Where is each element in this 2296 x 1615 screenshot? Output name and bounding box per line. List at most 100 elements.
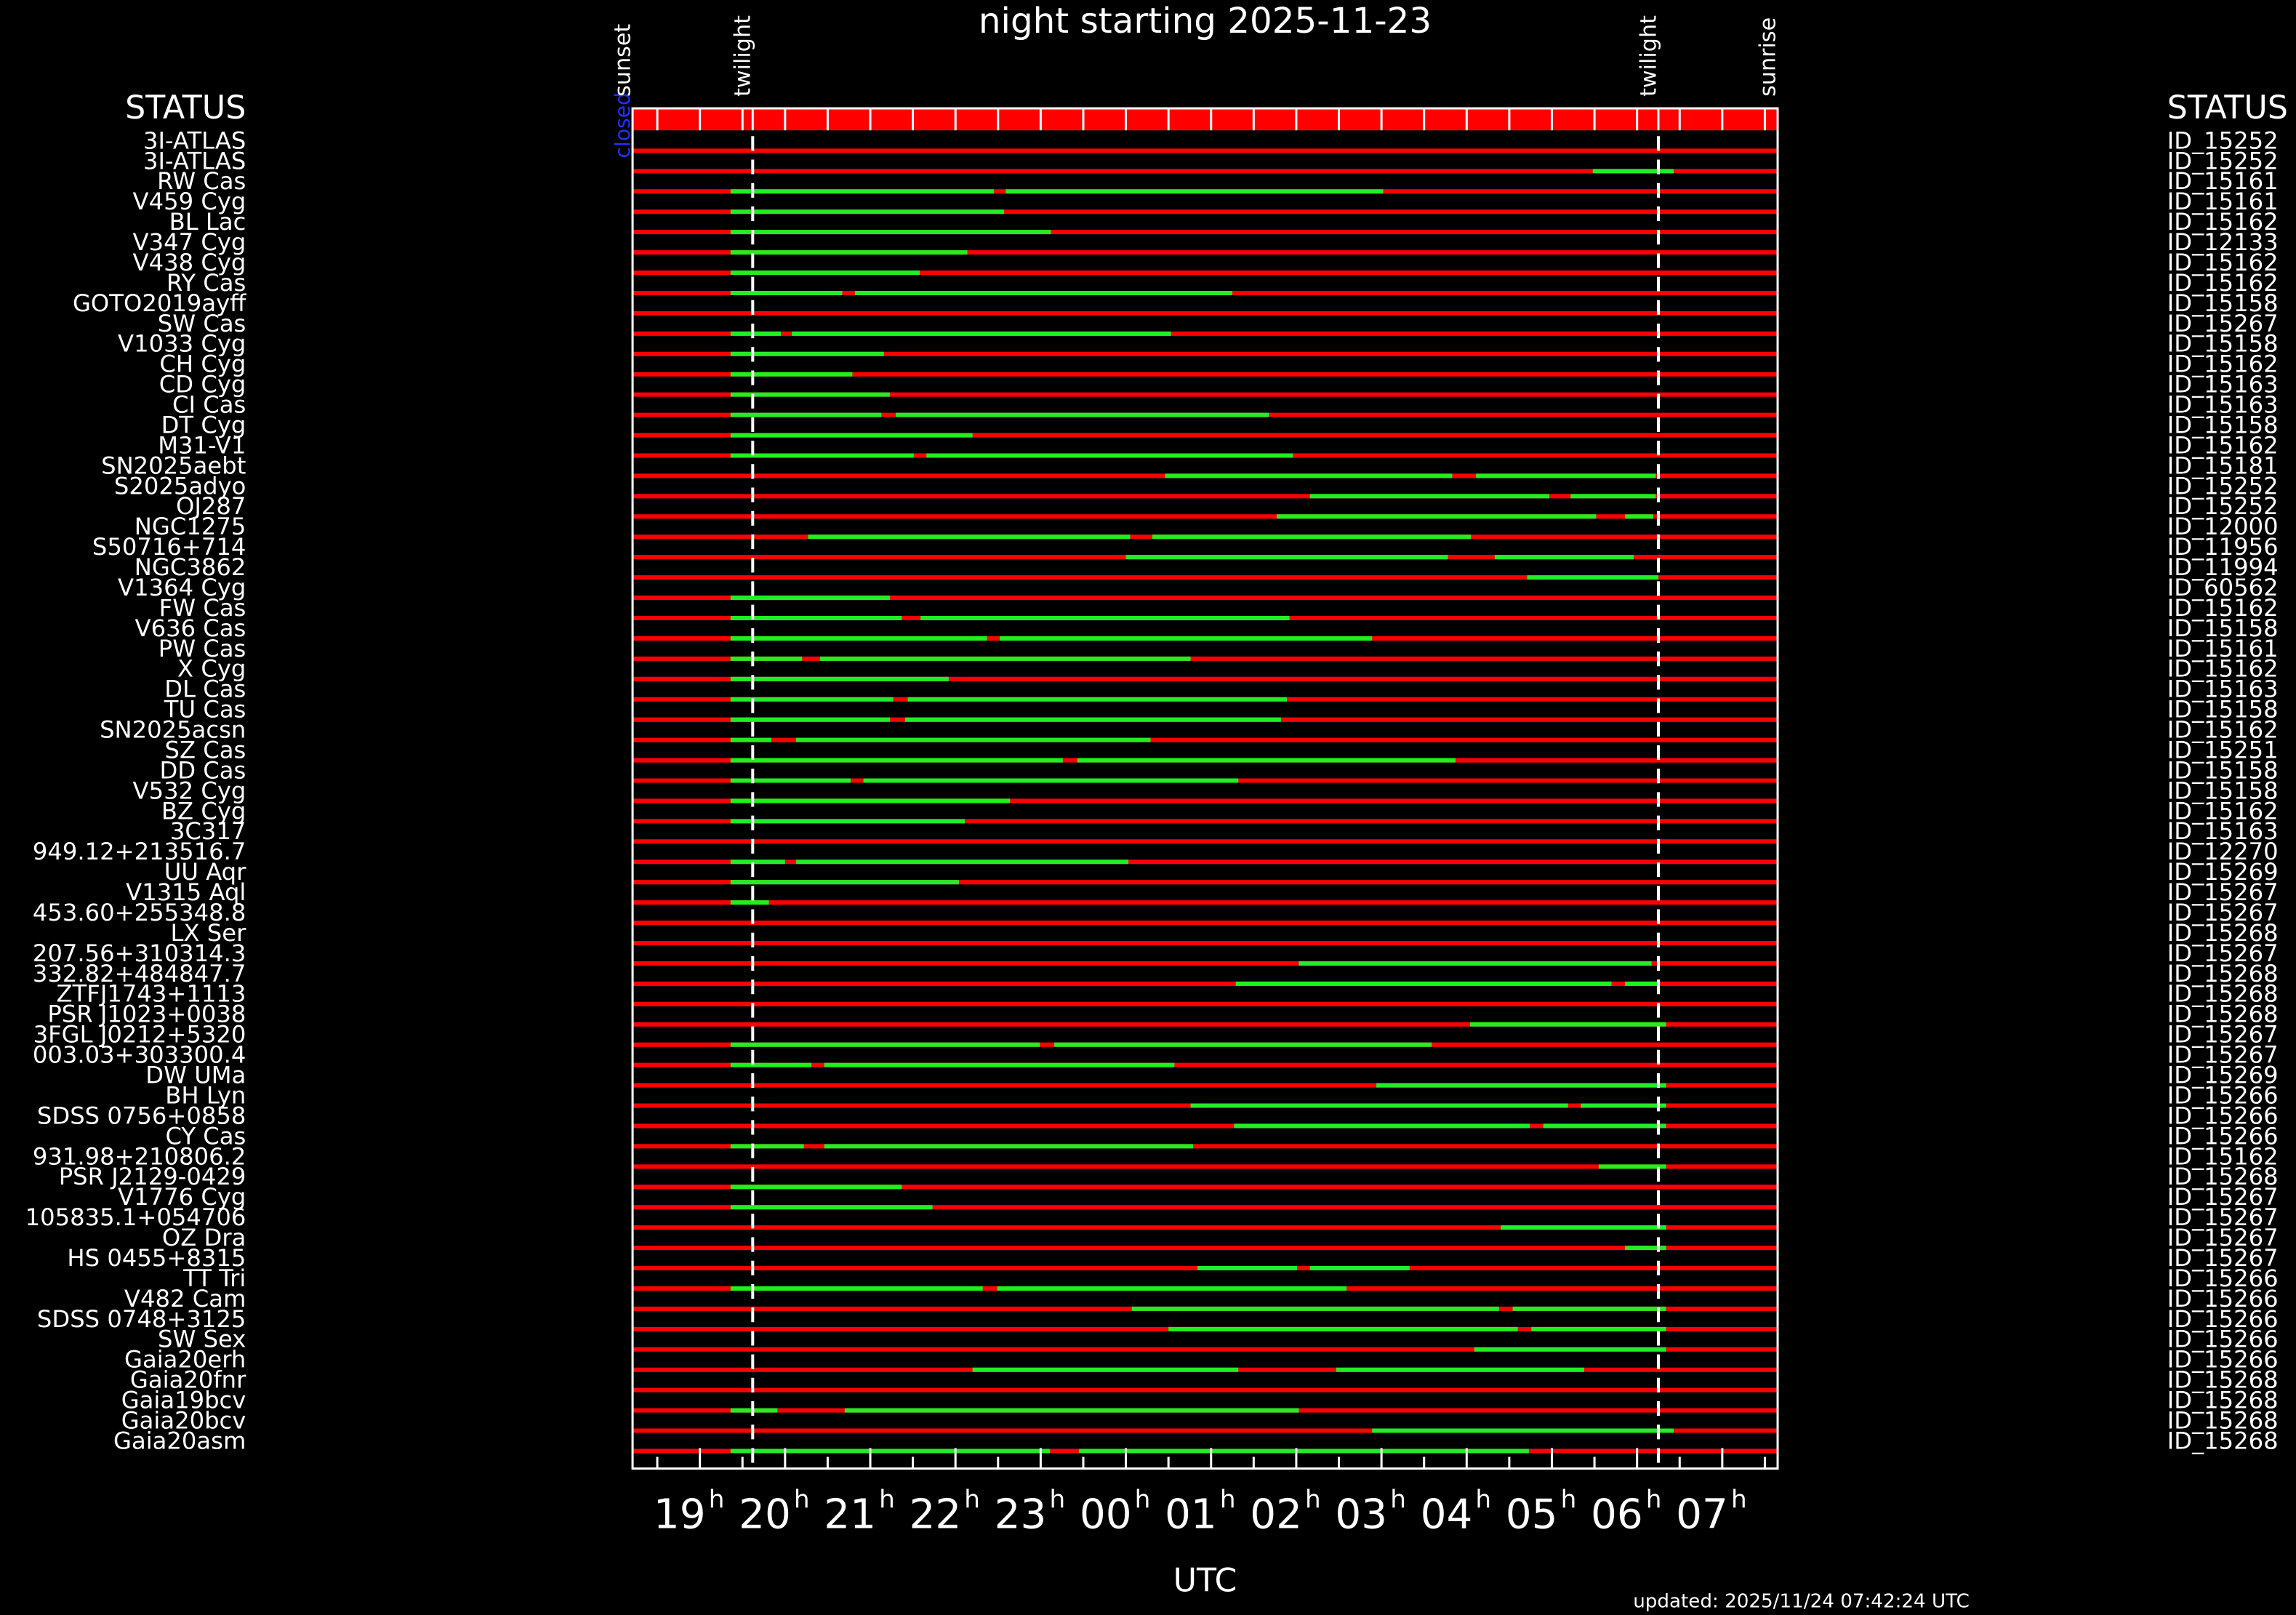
row-id: ID_15266	[2167, 1326, 2279, 1353]
row-id: ID_15251	[2167, 736, 2279, 764]
row-name: Gaia20fnr	[130, 1366, 246, 1394]
row-name: UU Aqr	[164, 858, 246, 886]
row-name: ZTFJ1743+1113	[57, 980, 246, 1008]
row-id: ID_15163	[2167, 817, 2279, 845]
x-tick-label: 22	[909, 1491, 961, 1539]
x-tick-unit: h	[1390, 1485, 1406, 1514]
row-id: ID_15267	[2167, 1021, 2279, 1049]
x-tick-label: 03	[1335, 1491, 1387, 1539]
row-name: Gaia20asm	[113, 1427, 246, 1454]
row-id: ID_15163	[2167, 371, 2279, 398]
row-name: V459 Cyg	[133, 188, 246, 215]
event-label: sunrise	[1755, 17, 1781, 97]
closed-label: closed	[611, 92, 635, 158]
row-id: ID_15269	[2167, 1062, 2279, 1089]
row-name: SW Cas	[158, 310, 246, 337]
event-label: twilight	[1636, 15, 1661, 97]
row-id: ID_15252	[2167, 127, 2279, 154]
x-tick-label: 23	[995, 1491, 1047, 1539]
chart-title: night starting 2025-11-23	[979, 1, 1432, 41]
row-id: ID_12000	[2167, 513, 2279, 540]
x-tick-label: 05	[1506, 1491, 1558, 1539]
row-name: DW UMa	[145, 1062, 246, 1089]
row-id: ID_15161	[2167, 167, 2279, 195]
row-id: ID_15266	[2167, 1122, 2279, 1150]
row-id: ID_15268	[2167, 980, 2279, 1008]
row-name: V532 Cyg	[133, 777, 246, 804]
row-id: ID_15158	[2167, 696, 2279, 724]
row-name: BZ Cyg	[161, 797, 246, 825]
row-id: ID_15266	[2167, 1265, 2279, 1292]
row-id: ID_15158	[2167, 330, 2279, 358]
row-name: CH Cyg	[159, 350, 246, 378]
row-id: ID_15266	[2167, 1102, 2279, 1129]
row-name: X Cyg	[177, 655, 246, 683]
row-name: V1776 Cyg	[118, 1183, 246, 1211]
row-name: PW Cas	[158, 635, 246, 662]
row-id: ID_15268	[2167, 1001, 2279, 1028]
row-name: Gaia20bcv	[121, 1406, 246, 1434]
row-id: ID_15266	[2167, 1285, 2279, 1313]
row-name: TT Tri	[182, 1265, 246, 1292]
row-id: ID_15162	[2167, 1142, 2279, 1170]
x-tick-label: 00	[1080, 1491, 1132, 1539]
row-name: 105835.1+054706	[25, 1203, 246, 1231]
row-name: 003.03+303300.4	[33, 1041, 246, 1069]
row-name: 207.56+310314.3	[33, 939, 246, 967]
row-id: ID_15267	[2167, 939, 2279, 967]
row-id: ID_11956	[2167, 533, 2279, 561]
row-id: ID_15266	[2167, 1081, 2279, 1109]
row-id: ID_15268	[2167, 1427, 2279, 1454]
row-id: ID_11994	[2167, 553, 2279, 581]
row-id: ID_15158	[2167, 756, 2279, 784]
x-tick-label: 04	[1421, 1491, 1473, 1539]
row-name: FW Cas	[159, 594, 246, 622]
row-name: SZ Cas	[165, 736, 246, 764]
row-id: ID_15252	[2167, 147, 2279, 175]
row-id: ID_15162	[2167, 594, 2279, 622]
row-name: BH Lyn	[165, 1081, 246, 1109]
row-name: PSR J1023+0038	[47, 1001, 246, 1028]
row-name: BL Lac	[169, 208, 246, 236]
row-id: ID_15267	[2167, 1244, 2279, 1272]
event-label: sunset	[610, 24, 635, 97]
row-name: LX Ser	[171, 919, 247, 947]
row-name: Gaia19bcv	[121, 1387, 246, 1414]
row-id: ID_15268	[2167, 919, 2279, 947]
row-id: ID_12270	[2167, 838, 2279, 865]
x-tick-unit: h	[879, 1485, 895, 1514]
row-name: S2025adyo	[114, 472, 246, 500]
row-id: ID_15267	[2167, 1041, 2279, 1069]
row-id: ID_15158	[2167, 289, 2279, 317]
x-tick-label: 01	[1165, 1491, 1217, 1539]
row-name: SDSS 0748+3125	[37, 1305, 246, 1333]
x-tick-label: 19	[654, 1491, 706, 1539]
row-id: ID_15161	[2167, 635, 2279, 662]
row-name: V636 Cas	[135, 614, 246, 642]
row-name: 453.60+255348.8	[33, 899, 246, 926]
row-name: 3C317	[170, 817, 246, 845]
row-name: CY Cas	[165, 1122, 246, 1150]
x-tick-unit: h	[1475, 1485, 1491, 1514]
row-name: HS 0455+8315	[67, 1244, 246, 1272]
x-tick-unit: h	[1049, 1485, 1065, 1514]
row-id: ID_15162	[2167, 208, 2279, 236]
row-id: ID_15163	[2167, 676, 2279, 703]
row-name: SN2025acsn	[100, 716, 246, 744]
row-id: ID_15162	[2167, 716, 2279, 744]
row-id: ID_15268	[2167, 1163, 2279, 1190]
row-id: ID_15162	[2167, 797, 2279, 825]
x-tick-unit: h	[1646, 1485, 1662, 1514]
row-name: 3I-ATLAS	[143, 127, 246, 154]
status-header: STATUS	[2167, 89, 2288, 127]
row-id: ID_15268	[2167, 1366, 2279, 1394]
row-name: V1315 Aql	[126, 878, 246, 906]
row-id: ID_15162	[2167, 431, 2279, 459]
x-tick-label: 02	[1250, 1491, 1302, 1539]
row-id: ID_15267	[2167, 1203, 2279, 1231]
row-id: ID_15268	[2167, 960, 2279, 987]
row-name: CD Cyg	[159, 371, 246, 398]
row-name: DL Cas	[164, 676, 246, 703]
x-tick-unit: h	[1220, 1485, 1236, 1514]
